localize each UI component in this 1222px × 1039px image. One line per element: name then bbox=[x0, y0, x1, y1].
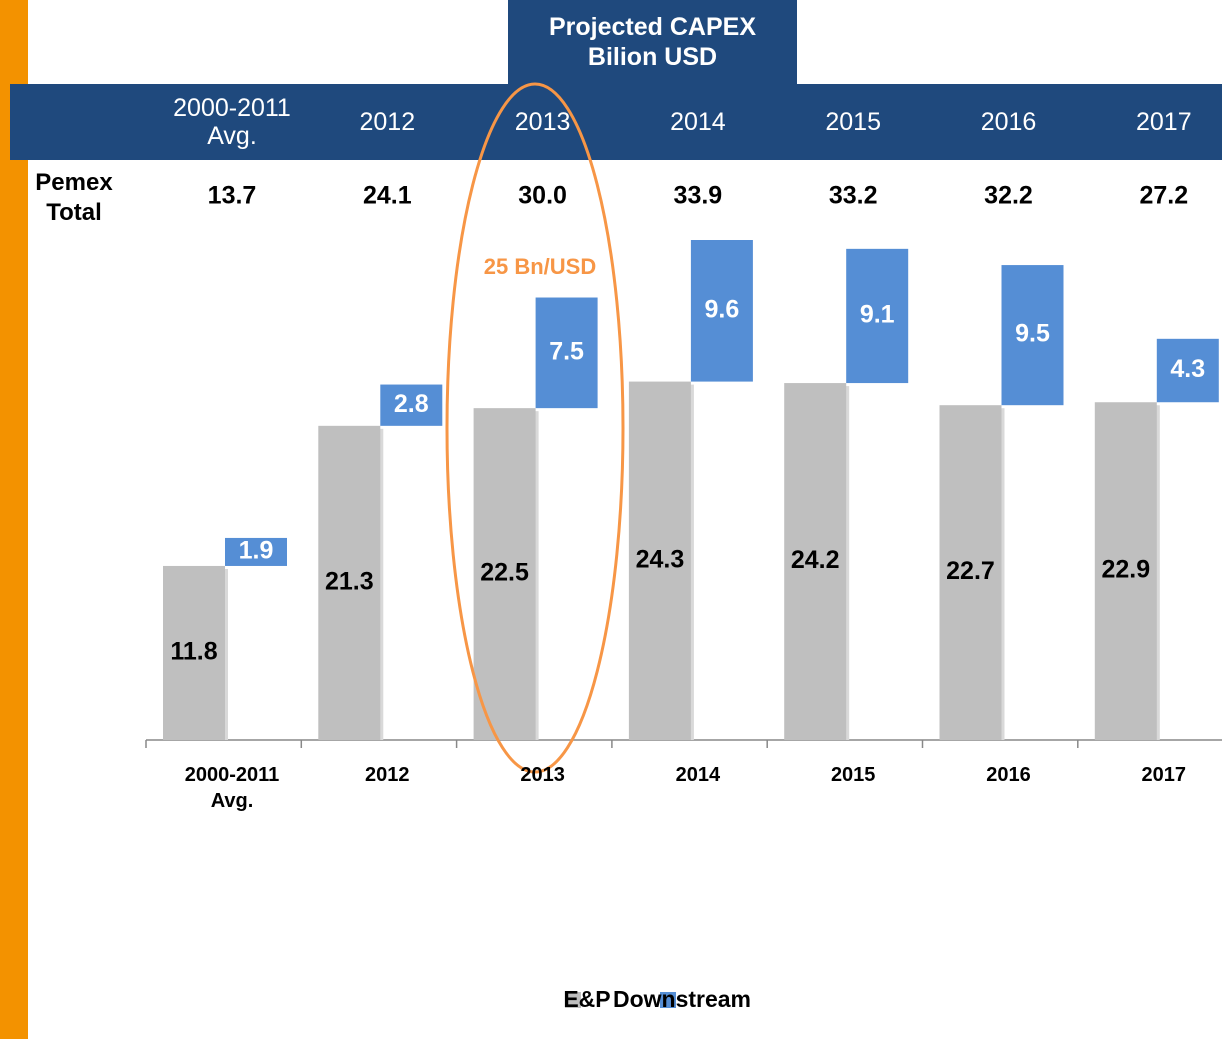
total-value: 30.0 bbox=[518, 181, 567, 210]
total-value: 32.2 bbox=[984, 181, 1033, 210]
x-tick-label: 2000-2011 Avg. bbox=[184, 764, 280, 812]
header-category: 2014 bbox=[670, 108, 726, 136]
title-box: Projected CAPEX Bilion USD bbox=[508, 0, 797, 84]
bar bbox=[473, 408, 536, 740]
side-strip bbox=[0, 0, 28, 1039]
total-value: 24.1 bbox=[362, 181, 412, 210]
legend-label: Downstream bbox=[613, 986, 751, 1012]
bar bbox=[1156, 338, 1219, 403]
bar bbox=[535, 297, 598, 409]
x-tick-label: 2017 bbox=[1141, 764, 1187, 786]
chart-title: Projected CAPEX bbox=[548, 13, 756, 41]
header-category: 2013 bbox=[514, 108, 571, 136]
header-category: 2017 bbox=[1135, 108, 1192, 136]
total-value: 13.7 bbox=[207, 181, 257, 210]
bar bbox=[163, 565, 225, 740]
header-category: 2012 bbox=[359, 108, 416, 136]
data-label: 24.2 bbox=[791, 546, 840, 574]
x-tick-label: 2012 bbox=[365, 764, 410, 786]
highlight-ellipse bbox=[445, 82, 625, 774]
bar bbox=[628, 381, 691, 740]
legend-label: E&P bbox=[563, 986, 610, 1012]
data-label: 4.3 bbox=[1170, 355, 1205, 383]
totals-label: Pemex Total bbox=[35, 169, 113, 226]
bar bbox=[846, 248, 909, 384]
data-label: 24.3 bbox=[636, 545, 685, 573]
total-value: 27.2 bbox=[1139, 181, 1189, 210]
header-band bbox=[10, 84, 1222, 160]
data-label: 21.3 bbox=[325, 568, 374, 596]
header-category: 2000-2011 Avg. bbox=[173, 94, 291, 150]
bar bbox=[784, 383, 847, 740]
x-tick-label: 2014 bbox=[675, 764, 721, 786]
data-label: 9.1 bbox=[860, 301, 895, 329]
data-label: 9.5 bbox=[1015, 320, 1050, 348]
bar bbox=[690, 240, 753, 382]
bar bbox=[225, 537, 287, 566]
data-label: 7.5 bbox=[549, 337, 584, 365]
bar bbox=[380, 384, 443, 426]
data-label: 22.9 bbox=[1101, 556, 1150, 584]
header-category: 2015 bbox=[825, 108, 881, 136]
bar bbox=[1001, 265, 1064, 406]
total-value: 33.9 bbox=[673, 181, 723, 210]
bar bbox=[1094, 402, 1157, 740]
data-label: 9.6 bbox=[705, 295, 740, 323]
data-label: 1.9 bbox=[239, 537, 274, 565]
chart-subtitle: Bilion USD bbox=[587, 43, 718, 71]
x-tick-label: 2015 bbox=[830, 764, 876, 786]
total-value: 33.2 bbox=[828, 181, 878, 210]
bar bbox=[939, 405, 1002, 740]
bar bbox=[318, 425, 381, 740]
x-tick-label: 2016 bbox=[986, 764, 1031, 786]
header-category: 2016 bbox=[980, 108, 1037, 136]
data-label: 22.7 bbox=[946, 557, 995, 585]
x-tick-label: 2013 bbox=[520, 764, 565, 786]
legend-swatch bbox=[565, 992, 581, 1008]
data-label: 22.5 bbox=[480, 559, 529, 587]
data-label: 2.8 bbox=[394, 390, 429, 418]
data-label: 11.8 bbox=[170, 638, 217, 666]
legend-swatch bbox=[660, 992, 676, 1008]
annotation: 25 Bn/USD bbox=[484, 254, 596, 279]
